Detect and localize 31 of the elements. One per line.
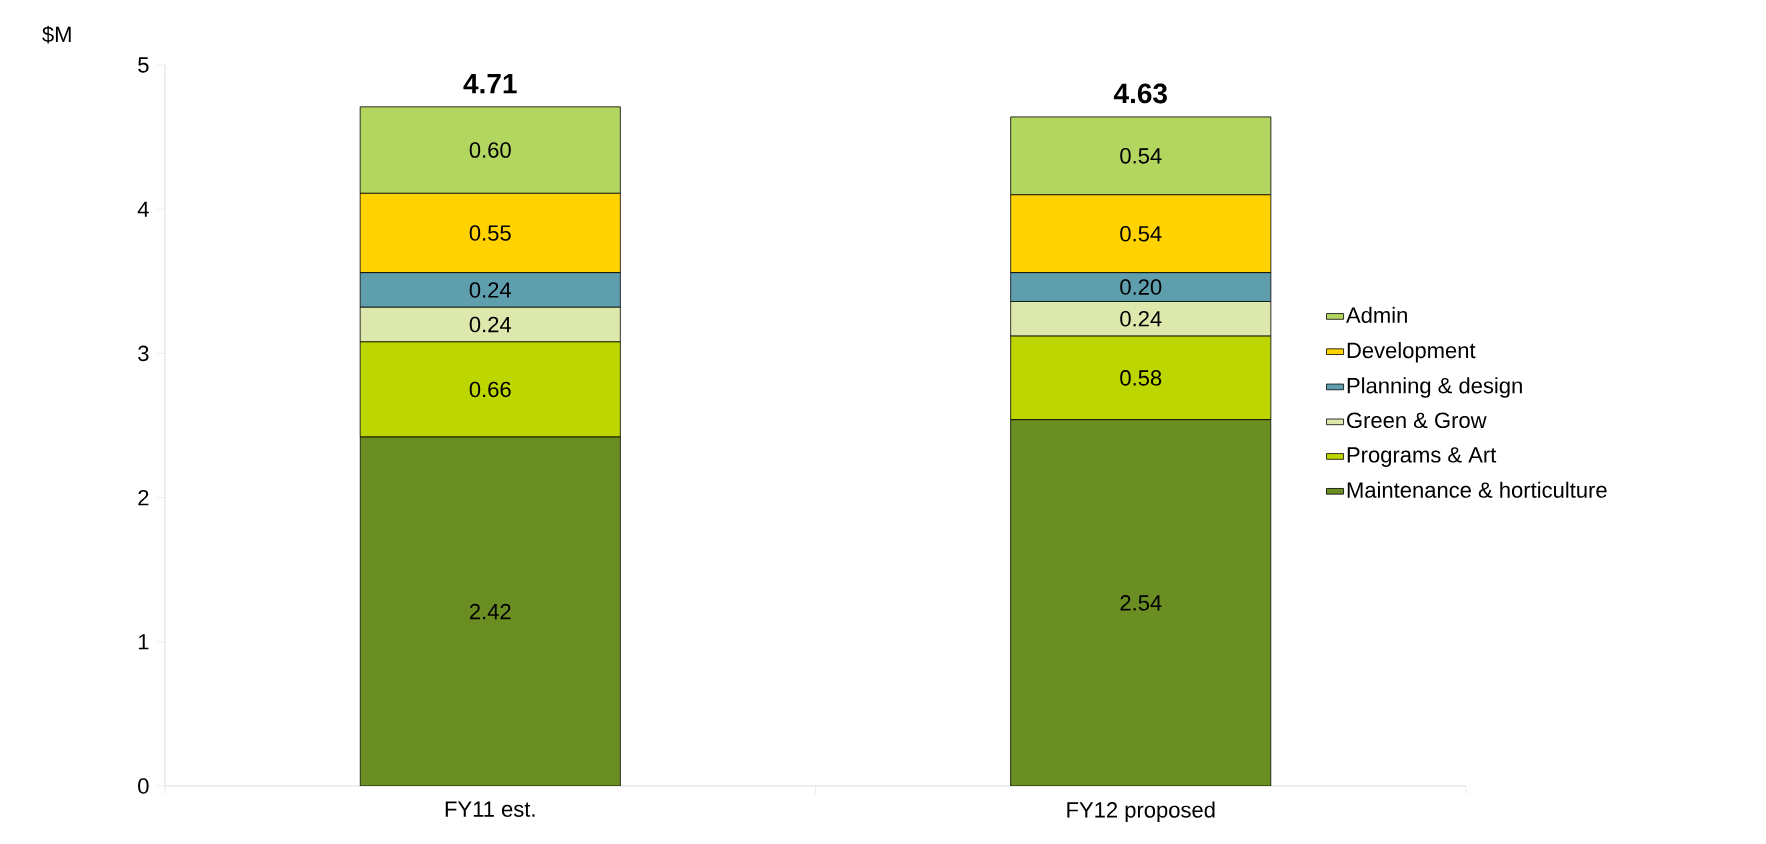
- data-label: 0.24: [469, 316, 512, 333]
- y-tick-label: 5: [138, 57, 149, 73]
- legend-label: Admin: [1346, 306, 1407, 323]
- y-tick-label: 1: [138, 634, 149, 650]
- bar: [1010, 419, 1272, 786]
- legend-label: Programs & Art: [1347, 447, 1497, 467]
- y-tick-label: 3: [138, 345, 149, 362]
- x-tick-label: FY12 proposed: [1067, 801, 1215, 823]
- x-tick-label: FY11 est.: [445, 801, 535, 817]
- y-axis-title: $M: [42, 25, 71, 44]
- legend-label: Green & Grow: [1347, 412, 1487, 429]
- data-label: 0.55: [469, 225, 511, 241]
- y-tick-label: 2: [138, 489, 149, 506]
- data-label: 2.42: [469, 603, 511, 620]
- legend-label: Planning & design: [1347, 377, 1522, 398]
- bar: [359, 436, 621, 786]
- total-label: 4.63: [1113, 83, 1167, 104]
- legend-label: Maintenance & horticulture: [1347, 481, 1607, 498]
- data-label: 0.60: [469, 142, 511, 158]
- data-label: 0.66: [469, 381, 511, 398]
- data-label: 0.20: [1120, 279, 1162, 295]
- data-label: 0.24: [1120, 311, 1162, 327]
- total-label: 4.71: [463, 74, 517, 94]
- data-label: 2.54: [1120, 595, 1162, 611]
- y-tick-label: 4: [137, 201, 149, 217]
- legend-label: Development: [1347, 342, 1476, 363]
- data-label: 0.24: [469, 282, 512, 298]
- data-label: 0.54: [1120, 225, 1162, 242]
- data-label: 0.58: [1120, 370, 1162, 386]
- data-label: 0.54: [1120, 148, 1162, 164]
- y-tick-label: 0: [138, 778, 149, 794]
